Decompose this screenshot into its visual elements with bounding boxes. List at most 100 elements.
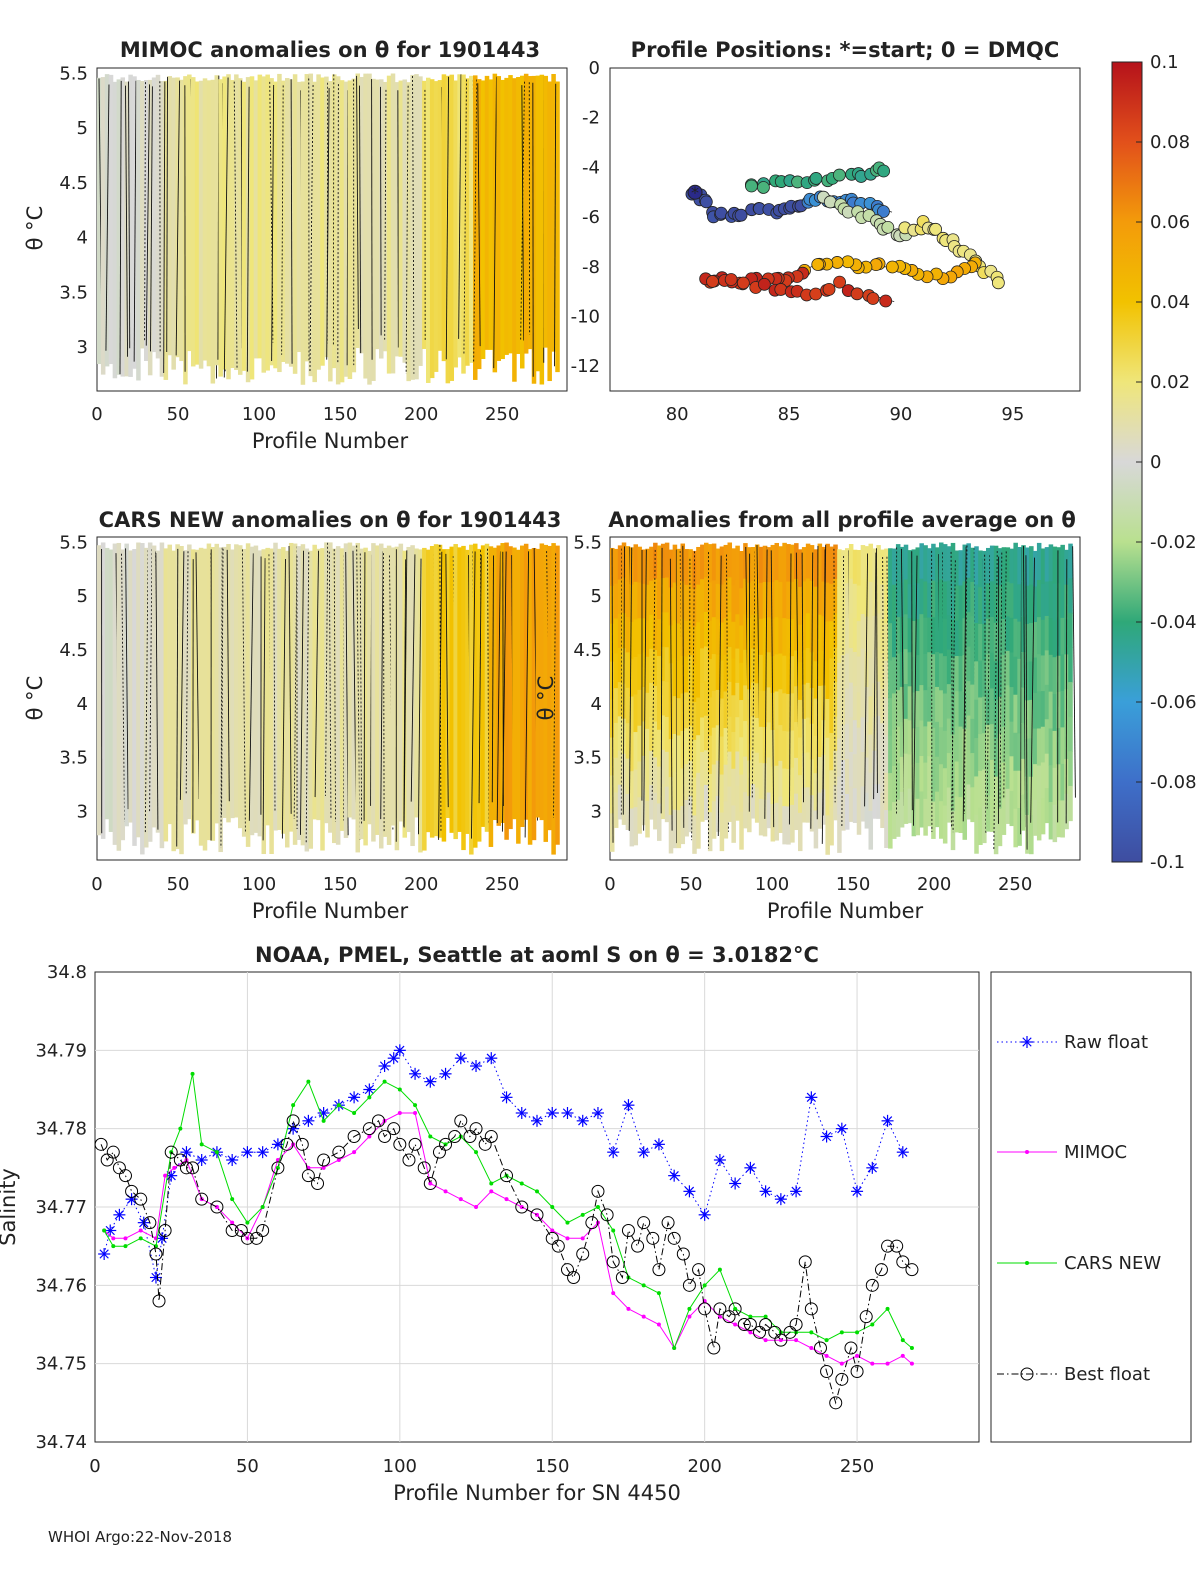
heat-cell (202, 548, 208, 851)
heat-cell (441, 549, 447, 842)
heat-cell (774, 765, 780, 804)
heat-cell (179, 79, 184, 362)
heat-cell (1068, 578, 1073, 614)
contour-line (403, 550, 408, 828)
heat-cell (931, 691, 936, 729)
heat-cell (762, 618, 768, 656)
heat-cell (931, 617, 936, 655)
heat-cell (621, 753, 627, 790)
heat-cell (805, 648, 811, 684)
heat-cell (1068, 647, 1073, 683)
heat-cell (688, 584, 693, 621)
heat-cell (707, 735, 713, 775)
heat-cell (751, 580, 756, 616)
y-tick-label: 34.79 (35, 1040, 87, 1061)
heat-cell (621, 789, 627, 825)
heat-cell (1029, 815, 1034, 855)
heat-cell (613, 792, 619, 828)
contour-line (305, 552, 310, 843)
legend-label: CARS NEW (1064, 1253, 1161, 1274)
raw-float-marker (637, 1146, 650, 1159)
raw-float-marker (98, 1248, 111, 1260)
heat-cell (660, 749, 666, 785)
heat-cell (253, 80, 259, 359)
heat-cell (660, 715, 666, 751)
heat-cell (664, 542, 670, 579)
heat-cell (633, 656, 639, 696)
raw-float-marker (439, 1067, 452, 1080)
contour-line (133, 80, 137, 362)
heat-cell (210, 79, 216, 384)
contour-line (984, 554, 987, 835)
heat-cell (931, 764, 936, 803)
contour-line (669, 558, 673, 831)
heat-cell (927, 582, 932, 619)
heat-cell (786, 656, 791, 695)
raw-float-marker (470, 1060, 483, 1072)
heat-cell (731, 548, 736, 586)
heat-cell (880, 688, 885, 724)
heat-cell (888, 660, 893, 699)
heat-cell (672, 809, 678, 849)
heat-cell (774, 617, 780, 655)
raw-float-marker (317, 1107, 330, 1119)
heat-cell (829, 546, 834, 585)
heat-cell (234, 74, 239, 371)
series-point (214, 1150, 219, 1155)
heat-cell (649, 682, 654, 718)
heat-cell (700, 579, 705, 615)
colorbar-tick-label: -0.02 (1150, 532, 1197, 553)
heat-cell (1009, 687, 1015, 723)
heat-cell (864, 757, 870, 794)
y-tick-label: 34.78 (35, 1119, 87, 1140)
cars-xlabel: Profile Number (252, 899, 409, 923)
heat-cell (935, 686, 940, 723)
heat-cell (852, 617, 858, 653)
best-float-marker (615, 1271, 629, 1284)
heat-cell (371, 78, 376, 381)
heat-cell (457, 547, 462, 832)
heat-cell (281, 547, 286, 834)
heat-cell (715, 760, 721, 797)
heat-cell (1048, 802, 1054, 840)
heat-cell (860, 751, 866, 788)
heat-cell (136, 542, 141, 838)
heat-cell (974, 699, 979, 739)
heat-cell (852, 788, 858, 823)
colorbar-tick-label: 0.08 (1150, 132, 1190, 153)
y-tick-label: 4 (77, 694, 88, 715)
heat-cell (664, 682, 670, 718)
heat-cell (684, 620, 689, 658)
heat-cell (805, 578, 811, 614)
series-point (102, 1228, 107, 1233)
heat-cell (923, 545, 928, 583)
heat-cell (155, 550, 161, 833)
contour-line (770, 550, 775, 828)
heat-cell (942, 805, 948, 844)
heat-cell (997, 808, 1003, 847)
contour-line (487, 548, 490, 825)
heat-cell (790, 619, 795, 657)
heat-cell (617, 750, 623, 786)
heat-cell (668, 549, 674, 589)
heat-cell (852, 720, 858, 755)
heat-cell (660, 578, 666, 614)
heat-cell (848, 717, 854, 753)
heat-cell (993, 699, 999, 739)
heat-cell (966, 646, 971, 682)
heat-cell (892, 802, 897, 839)
heat-cell (97, 545, 102, 836)
heat-cell (692, 664, 697, 703)
heat-cell (719, 660, 725, 700)
series-point (367, 1134, 372, 1139)
heat-cell (884, 735, 889, 774)
profile-point (757, 277, 771, 291)
heat-cell (986, 760, 991, 797)
heat-cell (657, 582, 662, 620)
x-tick-label: 50 (680, 874, 703, 895)
x-tick-label: 100 (242, 874, 276, 895)
contour-line (477, 83, 481, 347)
heat-cell (304, 74, 310, 362)
best-float-marker (378, 1130, 392, 1143)
heat-cell (1060, 690, 1065, 728)
